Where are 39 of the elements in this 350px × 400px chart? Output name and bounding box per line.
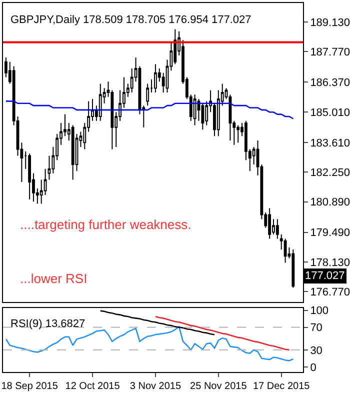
annotation: ...lower RSI xyxy=(20,271,88,286)
candlestick xyxy=(236,124,240,144)
candlestick xyxy=(71,124,74,180)
x-tick-label: 12 Oct 2015 xyxy=(65,381,120,392)
candlestick xyxy=(146,83,150,106)
y-tick-label: 0 xyxy=(310,362,316,374)
y-tick-label: 183.610 xyxy=(310,137,350,150)
candlestick xyxy=(201,102,204,130)
y-tick-label: 182.250 xyxy=(310,166,350,179)
text: RSI(9) 13.6827 xyxy=(10,318,86,330)
candlestick xyxy=(154,64,157,93)
text: GBPJPY,Daily 178.509 178.705 176.954 177.027 xyxy=(10,14,252,26)
line-series xyxy=(154,316,290,351)
candlestick xyxy=(268,208,272,240)
candlestick xyxy=(276,218,279,240)
y-tick-label: 186.370 xyxy=(310,77,350,90)
y-tick-label: 189.130 xyxy=(310,16,350,29)
x-tick-label: 17 Dec 2015 xyxy=(253,381,310,392)
y-tick-label: 70 xyxy=(310,322,322,334)
y-tick-label: 185.010 xyxy=(310,106,350,119)
x-tick-label: 18 Sep 2015 xyxy=(1,381,58,392)
text: 177.027 xyxy=(305,270,345,282)
y-tick-label: 100 xyxy=(310,305,329,318)
y-tick-label: 30 xyxy=(310,344,322,357)
x-tick-label: 25 Nov 2015 xyxy=(190,381,248,392)
candlestick xyxy=(193,94,196,126)
candlestick xyxy=(98,83,102,122)
line-series xyxy=(100,310,216,336)
candlestick xyxy=(28,153,32,200)
y-tick-label: 178.130 xyxy=(310,256,350,269)
y-tick-label: 187.770 xyxy=(310,46,350,59)
y-tick-label: 179.490 xyxy=(310,227,350,240)
candlestick xyxy=(292,249,295,288)
y-tick-label: 176.770 xyxy=(310,286,350,299)
x-tick-label: 3 Nov 2015 xyxy=(130,381,182,392)
y-tick-label: 180.890 xyxy=(310,196,350,209)
annotation: ....targeting further weakness. xyxy=(20,217,192,232)
line-series xyxy=(5,100,294,120)
candlestick xyxy=(284,238,287,264)
